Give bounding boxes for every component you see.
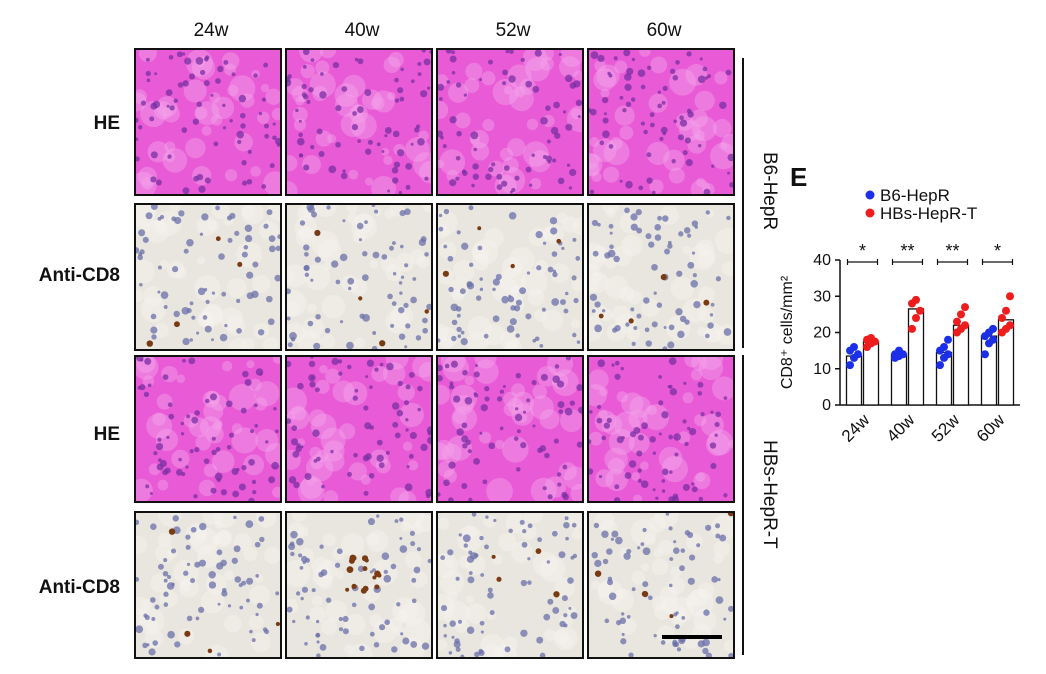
point-1-3-2 [1006,321,1014,329]
legend-marker-0 [866,191,875,200]
point-1-2-4 [957,310,965,318]
y-tick-label-3: 30 [813,288,831,305]
he-stain-image-r3-c4 [587,355,735,503]
point-1-3-3 [998,314,1006,322]
legend-label-0: B6-HepR [880,186,950,205]
x-tick-label-3: 60w [973,410,1009,446]
point-1-3-4 [1002,307,1010,315]
bar-0-1 [892,354,907,405]
he-stain-image-r3-c3 [436,355,584,503]
point-1-3-5 [1006,292,1014,300]
sig-label-3: * [994,241,1001,261]
sig-label-0: * [859,241,866,261]
column-header-40w: 40w [287,20,437,42]
anti-cd8-stain-image-r2-c1 [134,203,282,351]
bar-1-1 [909,309,924,405]
point-0-2-0 [936,361,944,369]
group-bracket-hbs [742,355,744,655]
legend-label-1: HBs-HepR-T [880,204,977,223]
he-stain-image-r3-c2 [285,355,433,503]
sig-label-1: ** [900,241,914,261]
point-0-1-4 [895,347,903,355]
he-stain-image-r1-c1 [134,48,282,196]
he-stain-image-r1-c4 [587,48,735,196]
he-stain-image-r3-c1 [134,355,282,503]
he-stain-image-r1-c2 [285,48,433,196]
row-label-he-1: HE [10,113,120,135]
point-0-2-5 [944,336,952,344]
point-0-3-2 [989,336,997,344]
point-1-1-4 [912,296,920,304]
point-1-0-4 [867,334,875,342]
anti-cd8-stain-image-r4-c2 [285,511,433,659]
x-tick-label-2: 52w [928,410,964,446]
column-header-24w: 24w [136,20,286,42]
anti-cd8-stain-image-r2-c4 [587,203,735,351]
y-tick-label-2: 20 [813,325,831,342]
row-label-cd8-2: Anti-CD8 [10,577,120,599]
he-stain-image-r1-c3 [436,48,584,196]
row-label-he-2: HE [10,424,120,446]
point-0-3-5 [989,325,997,333]
point-0-3-0 [981,350,989,358]
point-1-1-2 [916,307,924,315]
point-1-2-3 [953,318,961,326]
legend-marker-1 [866,209,875,218]
column-header-60w: 60w [589,20,739,42]
y-tick-label-4: 40 [813,252,831,269]
bar-1-0 [864,342,879,405]
bar-1-2 [954,325,969,405]
sig-label-2: ** [945,241,959,261]
y-tick-label-1: 10 [813,361,831,378]
point-1-1-1 [912,314,920,322]
point-0-0-4 [850,343,858,351]
point-1-2-5 [961,303,969,311]
anti-cd8-stain-image-r4-c1 [134,511,282,659]
point-0-0-2 [854,350,862,358]
y-tick-label-0: 0 [822,397,831,414]
y-axis-label: CD8⁺ cells/mm² [779,275,796,389]
point-0-0-0 [846,361,854,369]
point-0-2-2 [944,350,952,358]
point-1-1-0 [908,325,916,333]
x-tick-label-0: 24w [838,410,874,446]
point-0-2-4 [940,343,948,351]
point-1-2-2 [961,321,969,329]
row-label-cd8-1: Anti-CD8 [10,265,120,287]
column-header-52w: 52w [438,20,588,42]
anti-cd8-stain-image-r4-c3 [436,511,584,659]
scale-bar [662,635,722,639]
anti-cd8-stain-image-r2-c3 [436,203,584,351]
anti-cd8-stain-image-r2-c2 [285,203,433,351]
x-tick-label-1: 40w [883,410,919,446]
group-bracket-b6 [742,58,744,348]
